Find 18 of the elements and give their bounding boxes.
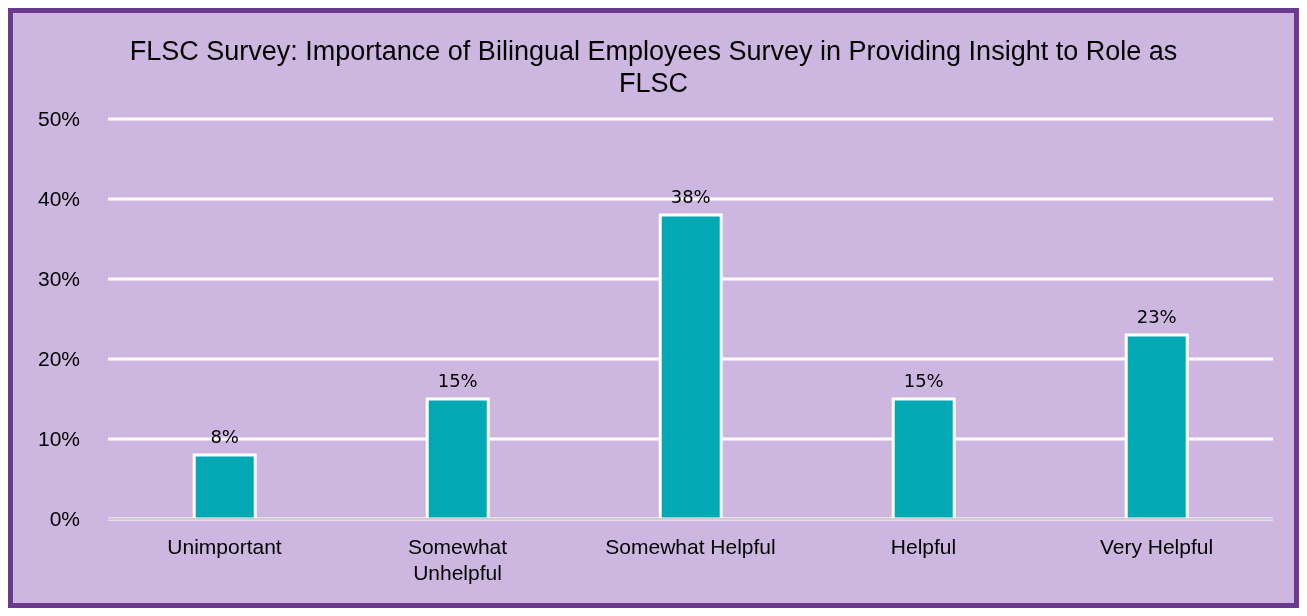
y-tick-label: 50% bbox=[37, 107, 80, 131]
x-tick-label: Unimportant bbox=[167, 534, 282, 558]
y-tick-label: 10% bbox=[37, 427, 80, 451]
data-label: 38% bbox=[670, 186, 711, 207]
x-tick-label: Somewhat Unhelpful bbox=[407, 534, 508, 585]
data-label: 15% bbox=[903, 370, 944, 391]
x-tick-label: Very Helpful bbox=[1099, 534, 1214, 558]
y-tick-label: 0% bbox=[49, 507, 80, 531]
x-tick-label: Helpful bbox=[890, 534, 957, 558]
y-tick-label: 30% bbox=[37, 267, 80, 291]
y-tick-label: 40% bbox=[37, 187, 80, 211]
x-tick-label: Somewhat Helpful bbox=[605, 534, 776, 558]
bar bbox=[192, 453, 257, 519]
chart-title: FLSC Survey: Importance of Bilingual Employees Survey in Providing Insight to Role as FLSC bbox=[128, 35, 1179, 99]
data-label: 8% bbox=[210, 426, 239, 447]
data-label: 15% bbox=[437, 370, 478, 391]
y-tick-label: 20% bbox=[37, 347, 80, 371]
data-label: 23% bbox=[1136, 306, 1177, 327]
